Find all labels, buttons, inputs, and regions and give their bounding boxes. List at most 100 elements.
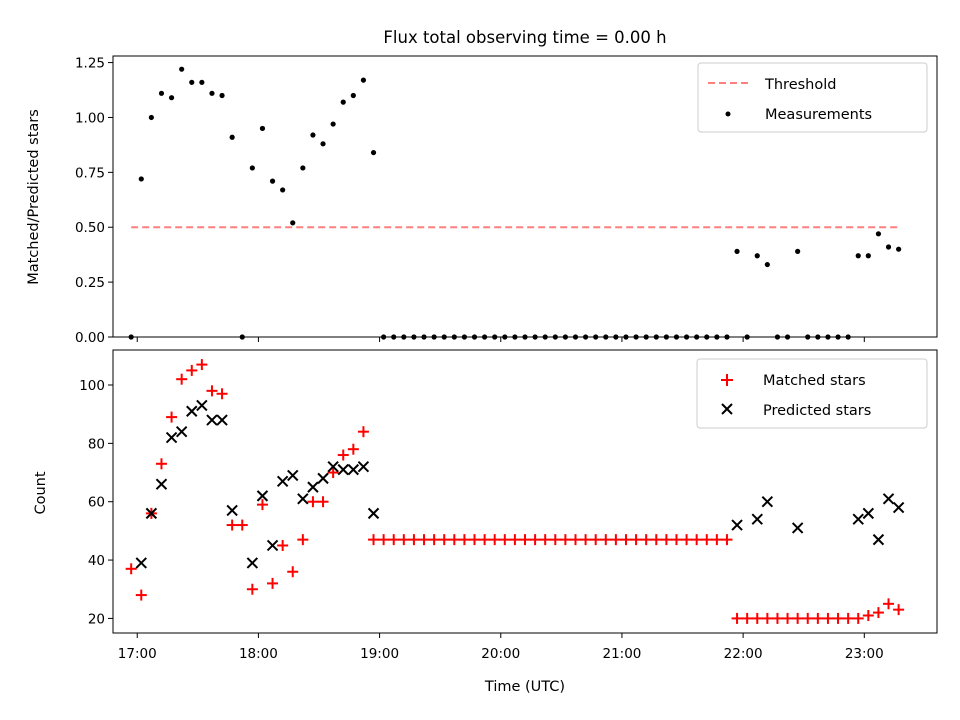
matched-stars-marker	[600, 534, 612, 546]
matched-stars-marker	[519, 534, 531, 546]
bottom-x-axis-label: Time (UTC)	[484, 679, 565, 695]
bottom-y-tick-label: 60	[88, 495, 105, 511]
top-plot-area: 0.00 0.25 0.50 0.75 1.00 1.25	[75, 55, 938, 346]
measurements-point	[320, 141, 326, 147]
measurements-point	[158, 90, 165, 96]
matched-stars-marker	[135, 589, 147, 601]
matched-stars-marker	[469, 534, 481, 546]
measurements-point	[885, 244, 892, 250]
matched-stars-marker	[872, 607, 884, 619]
bottom-x-tick-label: 21:00	[602, 646, 641, 662]
predicted-stars-marker	[862, 507, 875, 520]
top-chart-title: Flux total observing time = 0.00 h	[383, 28, 666, 47]
matched-stars-marker	[357, 426, 369, 438]
top-y-tick-label: 0.50	[75, 220, 105, 236]
matched-stars-marker	[176, 373, 188, 385]
matched-stars-marker	[660, 534, 672, 546]
matched-stars-marker	[317, 496, 329, 508]
matched-stars-marker	[388, 534, 400, 546]
matched-stars-marker	[883, 598, 895, 610]
predicted-stars-legend-marker	[721, 403, 733, 415]
matched-stars-marker	[580, 534, 592, 546]
predicted-stars-marker	[145, 507, 158, 520]
measurements-legend-label: Measurements	[765, 107, 872, 123]
matched-stars-marker	[630, 534, 642, 546]
matched-stars-marker	[701, 534, 713, 546]
matched-stars-marker	[125, 563, 137, 575]
matched-stars-marker	[448, 534, 460, 546]
matched-stars-marker	[610, 534, 622, 546]
matched-stars-marker	[368, 534, 380, 546]
matched-stars-marker	[822, 612, 834, 624]
bottom-x-tick-label: 22:00	[724, 646, 763, 662]
matched-stars-marker	[862, 609, 874, 621]
predicted-stars-marker	[751, 513, 763, 525]
threshold-legend-label: Threshold	[764, 77, 836, 93]
bottom-x-tick-label: 23:00	[845, 646, 884, 662]
bottom-x-tick-label: 20:00	[481, 646, 520, 662]
predicted-stars-marker	[297, 493, 309, 505]
predicted-stars-marker	[196, 399, 208, 412]
measurements-point	[229, 134, 235, 140]
measurements-point	[138, 176, 144, 182]
matched-stars-marker	[499, 534, 511, 546]
measurements-point	[734, 248, 740, 254]
measurements-point	[199, 79, 205, 85]
top-y-tick-label: 1.25	[75, 56, 105, 72]
matched-stars-marker	[529, 534, 541, 546]
matched-stars-marker	[812, 612, 824, 624]
measurements-point	[219, 92, 225, 99]
predicted-stars-marker	[276, 475, 289, 487]
top-y-tick-label: 0.25	[75, 275, 105, 291]
matched-stars-marker	[196, 359, 208, 371]
predicted-stars-marker	[337, 463, 349, 476]
matched-stars-marker	[256, 499, 268, 511]
measurements-point	[754, 253, 760, 259]
matched-stars-marker	[761, 612, 773, 624]
matched-stars-marker	[721, 534, 733, 546]
bottom-x-tick-label: 19:00	[360, 646, 399, 662]
matched-stars-marker	[398, 534, 410, 546]
measurements-point	[896, 246, 902, 252]
predicted-stars-marker	[307, 481, 319, 493]
measurements-point	[269, 178, 276, 184]
matched-stars-marker	[489, 534, 501, 546]
matched-stars-marker	[893, 604, 905, 616]
measurements-point	[168, 95, 175, 101]
matched-stars-marker	[590, 534, 602, 546]
predicted-stars-marker	[317, 472, 329, 485]
measurements-point	[280, 187, 286, 193]
measurements-legend-marker	[725, 111, 731, 117]
predicted-stars-marker	[175, 425, 188, 438]
matched-stars-marker	[842, 612, 854, 624]
matched-stars-marker	[852, 612, 864, 624]
matched-stars-marker	[731, 612, 743, 624]
predicted-stars-marker	[357, 460, 370, 473]
matched-stars-marker	[458, 534, 470, 546]
predicted-stars-marker	[135, 557, 147, 569]
matched-stars-marker	[650, 534, 662, 546]
predicted-stars-marker	[226, 504, 238, 517]
predicted-stars-legend-label: Predicted stars	[763, 403, 871, 419]
matched-stars-marker	[479, 534, 491, 546]
predicted-stars-marker	[367, 507, 380, 520]
matched-stars-marker	[347, 443, 359, 455]
measurements-point	[300, 165, 306, 171]
predicted-stars-marker	[155, 478, 168, 490]
measurements-point	[209, 90, 215, 96]
matched-stars-marker	[569, 534, 581, 546]
predicted-stars-marker	[216, 414, 228, 426]
matched-stars-marker	[549, 534, 561, 546]
matched-stars-marker	[287, 566, 299, 578]
top-y-tick-label: 0.00	[75, 330, 105, 346]
matched-stars-legend-marker	[721, 374, 733, 386]
measurements-point	[340, 99, 346, 105]
measurements-point	[330, 121, 336, 127]
bottom-y-tick-label: 40	[88, 553, 105, 569]
predicted-stars-marker	[256, 490, 269, 502]
bottom-y-tick-label: 100	[79, 378, 105, 394]
matched-stars-marker	[691, 534, 703, 546]
measurements-point	[310, 132, 316, 138]
matched-stars-marker	[277, 539, 289, 551]
